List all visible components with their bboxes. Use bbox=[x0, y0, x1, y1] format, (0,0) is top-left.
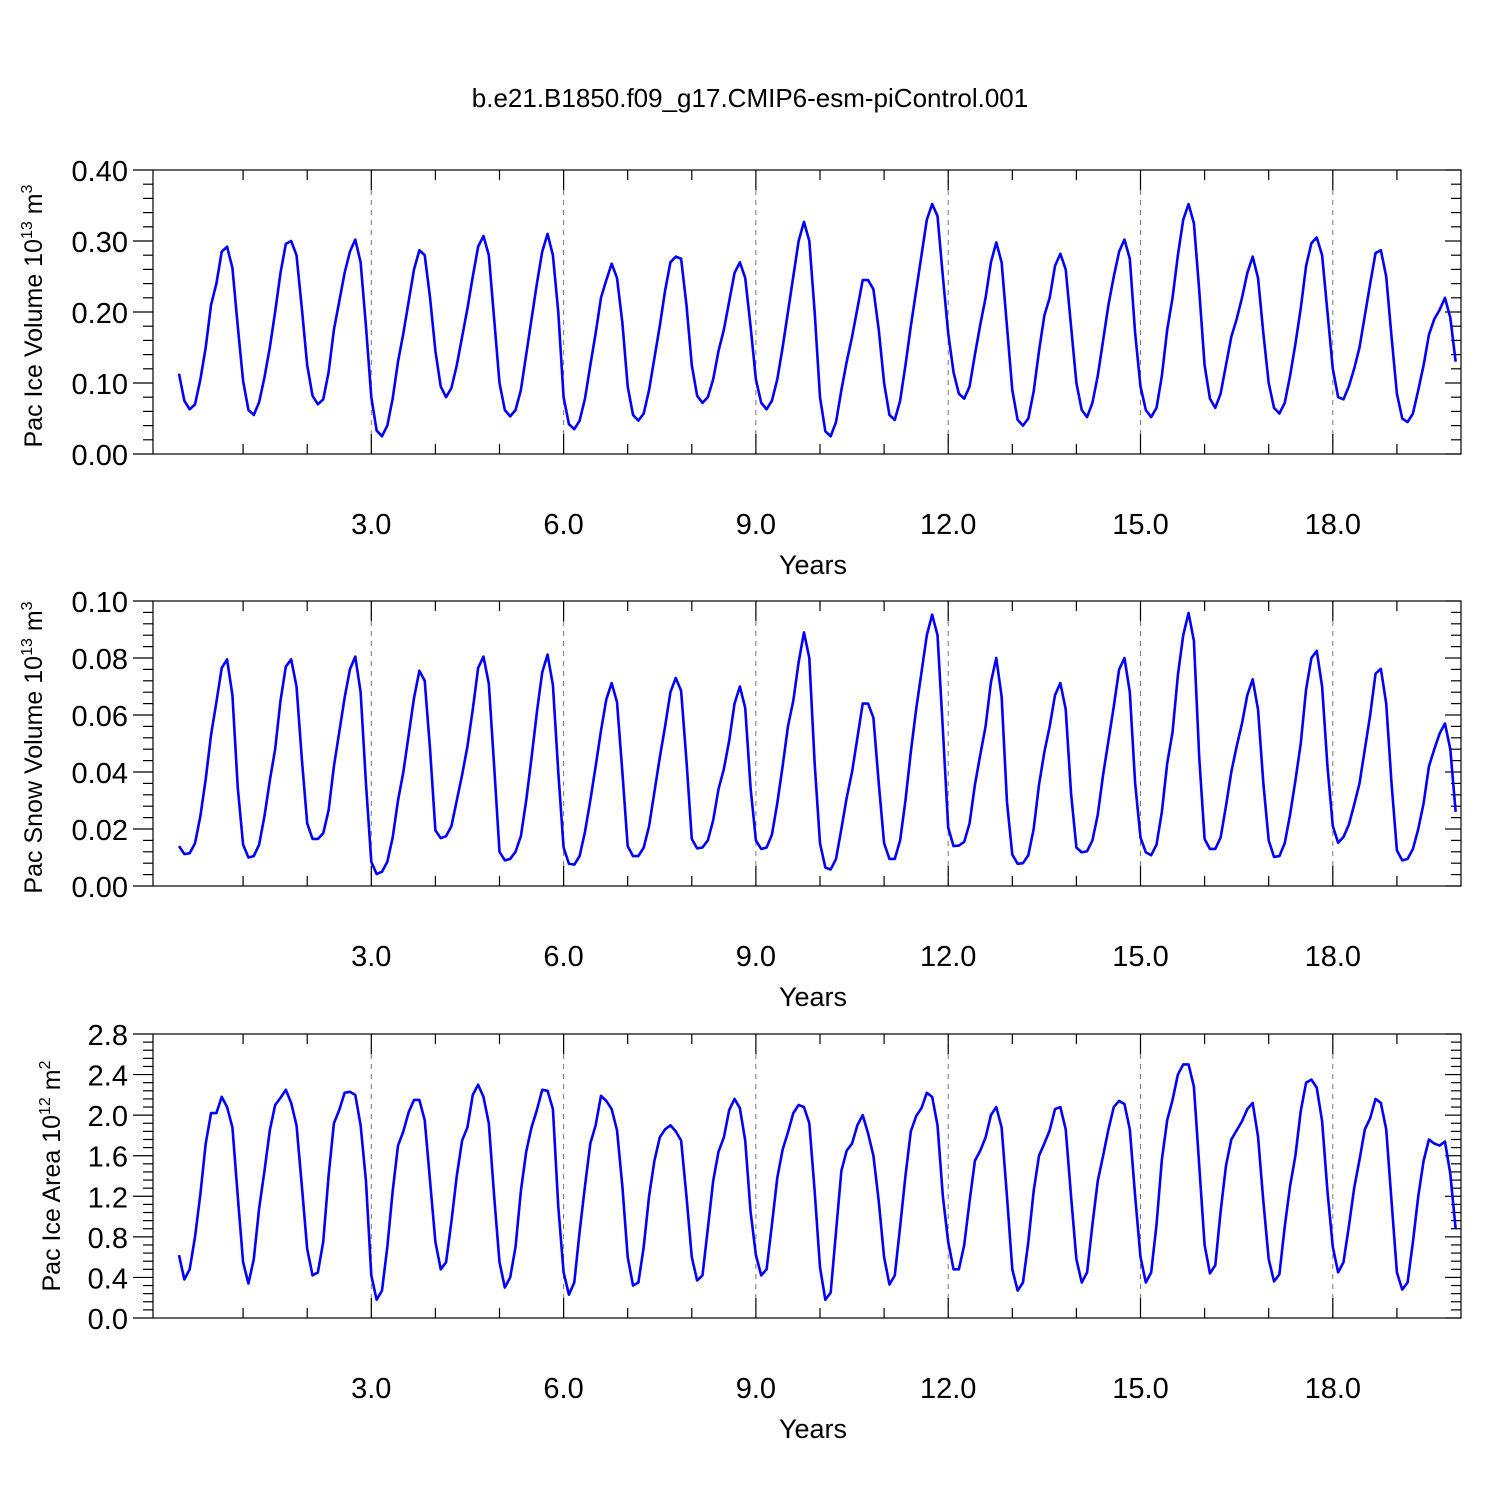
y-tick-label: 0.30 bbox=[72, 227, 128, 259]
x-axis-label: Years bbox=[779, 1414, 847, 1444]
y-tick-label: 2.8 bbox=[88, 1020, 128, 1052]
x-tick-label: 3.0 bbox=[351, 941, 391, 973]
x-tick-label: 3.0 bbox=[351, 1373, 391, 1405]
y-axis-label-text: m bbox=[38, 1069, 66, 1097]
y-tick-label: 2.4 bbox=[88, 1061, 128, 1093]
x-axis-label: Years bbox=[779, 982, 847, 1012]
y-axis-label-text: Pac Snow Volume 10 bbox=[20, 656, 48, 894]
x-tick-label: 15.0 bbox=[1112, 941, 1168, 973]
plot-frame bbox=[152, 600, 1462, 887]
y-tick-label: 0.8 bbox=[88, 1223, 128, 1255]
y-axis-label-text: Pac Ice Area 10 bbox=[38, 1115, 66, 1292]
chart-panel-1: 3.0 6.0 9.0 12.0 15.0 18.0 0.00 0.10 0.20 0.30 0.4… bbox=[19, 156, 1462, 580]
x-tick-label: 18.0 bbox=[1305, 509, 1361, 541]
y-axis-label-text: m bbox=[20, 193, 48, 221]
y-tick-label: 0.00 bbox=[72, 872, 128, 904]
y-tick-label: 0.10 bbox=[72, 369, 128, 401]
y-axis-label-superscript: 3 bbox=[19, 184, 36, 193]
y-axis-label-text: Pac Ice Volume 10 bbox=[20, 239, 48, 447]
y-axis-label-superscript: 12 bbox=[37, 1097, 54, 1115]
y-tick-label: 0.06 bbox=[72, 701, 128, 733]
chart-panel-3: 3.0 6.0 9.0 12.0 15.0 18.0 0.0 0.4 0.8 1.2 1.6 2.0 2… bbox=[37, 1020, 1462, 1444]
y-tick-label: 0.04 bbox=[72, 758, 128, 790]
panels: 3.0 6.0 9.0 12.0 15.0 18.0 0.00 0.10 0.20 0.30 0.4… bbox=[19, 156, 1462, 1444]
y-tick-label: 0.40 bbox=[72, 156, 128, 188]
y-tick-label: 2.0 bbox=[88, 1101, 128, 1133]
y-axis-label: Pac Snow Volume 1013 m3 bbox=[19, 601, 48, 893]
x-tick-label: 3.0 bbox=[351, 509, 391, 541]
x-tick-label: 6.0 bbox=[543, 941, 583, 973]
x-tick-label: 9.0 bbox=[736, 1373, 776, 1405]
x-axis-label: Years bbox=[779, 550, 847, 580]
data-series-line bbox=[177, 1063, 1457, 1302]
plot-frame bbox=[152, 1033, 1462, 1319]
plot-frame bbox=[152, 169, 1462, 455]
x-tick-label: 6.0 bbox=[543, 1373, 583, 1405]
y-tick-label: 0.00 bbox=[72, 440, 128, 472]
x-tick-label: 12.0 bbox=[920, 509, 976, 541]
y-tick-label: 0.10 bbox=[72, 587, 128, 619]
x-tick-label: 18.0 bbox=[1305, 941, 1361, 973]
x-tick-label: 9.0 bbox=[736, 509, 776, 541]
y-axis-label: Pac Ice Volume 1013 m3 bbox=[19, 184, 48, 447]
y-axis-label-superscript: 3 bbox=[19, 601, 36, 610]
chart-panel-2: 3.0 6.0 9.0 12.0 15.0 18.0 0.00 0.02 0.04 0.06 0.0… bbox=[19, 587, 1462, 1012]
y-axis-label-text: m bbox=[20, 610, 48, 638]
x-tick-label: 15.0 bbox=[1112, 509, 1168, 541]
y-tick-label: 0.4 bbox=[88, 1263, 128, 1295]
x-tick-label: 12.0 bbox=[920, 941, 976, 973]
y-axis-label-superscript: 13 bbox=[19, 638, 36, 656]
x-tick-label: 6.0 bbox=[543, 509, 583, 541]
data-series-line bbox=[177, 202, 1457, 438]
y-tick-label: 1.2 bbox=[88, 1182, 128, 1214]
x-tick-label: 12.0 bbox=[920, 1373, 976, 1405]
y-tick-label: 0.0 bbox=[88, 1304, 128, 1336]
y-tick-label: 0.08 bbox=[72, 644, 128, 676]
x-tick-label: 18.0 bbox=[1305, 1373, 1361, 1405]
y-tick-label: 0.02 bbox=[72, 815, 128, 847]
y-axis-label-superscript: 2 bbox=[37, 1060, 54, 1069]
y-axis-label: Pac Ice Area 1012 m2 bbox=[37, 1060, 66, 1291]
y-axis-label-superscript: 13 bbox=[19, 221, 36, 239]
y-tick-label: 1.6 bbox=[88, 1142, 128, 1174]
x-tick-label: 9.0 bbox=[736, 941, 776, 973]
x-tick-label: 15.0 bbox=[1112, 1373, 1168, 1405]
main-title: b.e21.B1850.f09_g17.CMIP6-esm-piControl.… bbox=[472, 83, 1028, 113]
y-tick-label: 0.20 bbox=[72, 298, 128, 330]
data-series-line bbox=[177, 611, 1457, 876]
